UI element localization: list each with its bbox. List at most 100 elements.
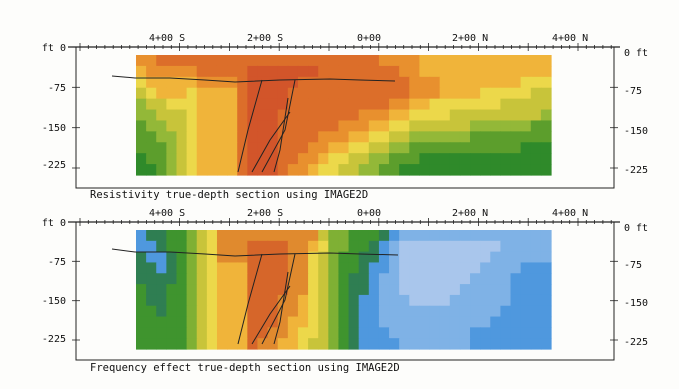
section-cell [348, 327, 360, 339]
section-cell [237, 240, 248, 253]
section-cell [368, 240, 380, 253]
section-cell [490, 120, 501, 132]
section-cell [206, 284, 218, 296]
section-cell [297, 131, 309, 143]
section-cell [227, 142, 238, 154]
section-cell [318, 284, 329, 296]
section-cell [449, 262, 461, 274]
section-cell [328, 338, 340, 350]
section-cell [196, 76, 208, 89]
section-cell [227, 262, 238, 274]
section-cell [156, 284, 167, 296]
section-cell [287, 230, 299, 242]
section-cell [399, 230, 410, 242]
section-cell [176, 273, 188, 285]
section-cell [449, 305, 461, 318]
section-cell [318, 65, 329, 78]
section-cell [277, 230, 289, 242]
section-cell [287, 316, 299, 328]
section-cell [318, 76, 329, 89]
section-cell [287, 142, 299, 154]
section-cell [500, 87, 512, 100]
section-cell [146, 316, 157, 328]
section-cell [500, 240, 512, 253]
section-cell [237, 164, 248, 176]
section-cell [338, 164, 350, 176]
section-cell [358, 65, 370, 78]
section-cell [419, 327, 431, 339]
section-cell [196, 65, 208, 78]
section-cell [166, 273, 178, 285]
resistivity-panel: 4+00 S 2+00 S 0+00 2+00 N 4+00 N ft 0 -7… [42, 33, 648, 201]
section-cell [540, 164, 552, 176]
section-cell [358, 98, 370, 111]
section-cell [216, 65, 228, 78]
section-cell [449, 294, 461, 307]
section-cell [267, 338, 279, 350]
section-cell [520, 109, 532, 122]
section-cell [156, 273, 167, 285]
section-cell [459, 316, 471, 328]
section-cell [449, 284, 461, 296]
section-cell [186, 55, 198, 67]
section-cell [318, 240, 329, 253]
section-cell [267, 98, 279, 111]
section-cell [480, 327, 491, 339]
section-cell [338, 76, 350, 89]
section-cell [136, 273, 147, 285]
section-cell [530, 338, 542, 350]
section-cell [297, 262, 309, 274]
section-cell [480, 153, 491, 165]
section-cell [277, 120, 289, 132]
section-cell [216, 273, 228, 285]
section-cell [389, 262, 400, 274]
section-cell [399, 338, 410, 350]
section-cell [530, 240, 542, 253]
section-cell [237, 305, 248, 318]
section-cell [287, 87, 299, 100]
frequency-right-depth-1: -75 [624, 260, 642, 271]
section-cell [156, 142, 167, 154]
section-cell [540, 294, 552, 307]
section-cell [510, 251, 522, 264]
section-cell [419, 131, 431, 143]
section-cell [257, 109, 269, 122]
section-cell [449, 109, 461, 122]
section-cell [378, 109, 390, 122]
section-cell [328, 284, 340, 296]
section-cell [368, 153, 380, 165]
section-cell [470, 164, 481, 176]
section-cell [520, 240, 532, 253]
section-cell [378, 294, 390, 307]
section-cell [389, 316, 400, 328]
section-cell [237, 65, 248, 78]
section-cell [146, 294, 157, 307]
section-cell [216, 164, 228, 176]
section-cell [216, 327, 228, 339]
section-cell [429, 153, 441, 165]
section-cell [166, 338, 178, 350]
section-cell [287, 98, 299, 111]
section-cell [196, 55, 208, 67]
section-cell [287, 55, 299, 67]
section-cell [348, 251, 360, 264]
section-cell [500, 109, 512, 122]
section-cell [176, 76, 188, 89]
section-cell [530, 76, 542, 89]
section-cell [490, 164, 501, 176]
section-cell [389, 87, 400, 100]
section-cell [480, 164, 491, 176]
section-cell [419, 240, 431, 253]
section-cell [459, 338, 471, 350]
section-cell [389, 338, 400, 350]
section-cell [348, 273, 360, 285]
section-cell [540, 65, 552, 78]
section-cell [297, 164, 309, 176]
section-cell [267, 327, 279, 339]
section-cell [186, 109, 198, 122]
section-cell [540, 55, 552, 67]
section-cell [470, 76, 481, 89]
section-cell [409, 284, 421, 296]
section-cell [308, 294, 319, 307]
